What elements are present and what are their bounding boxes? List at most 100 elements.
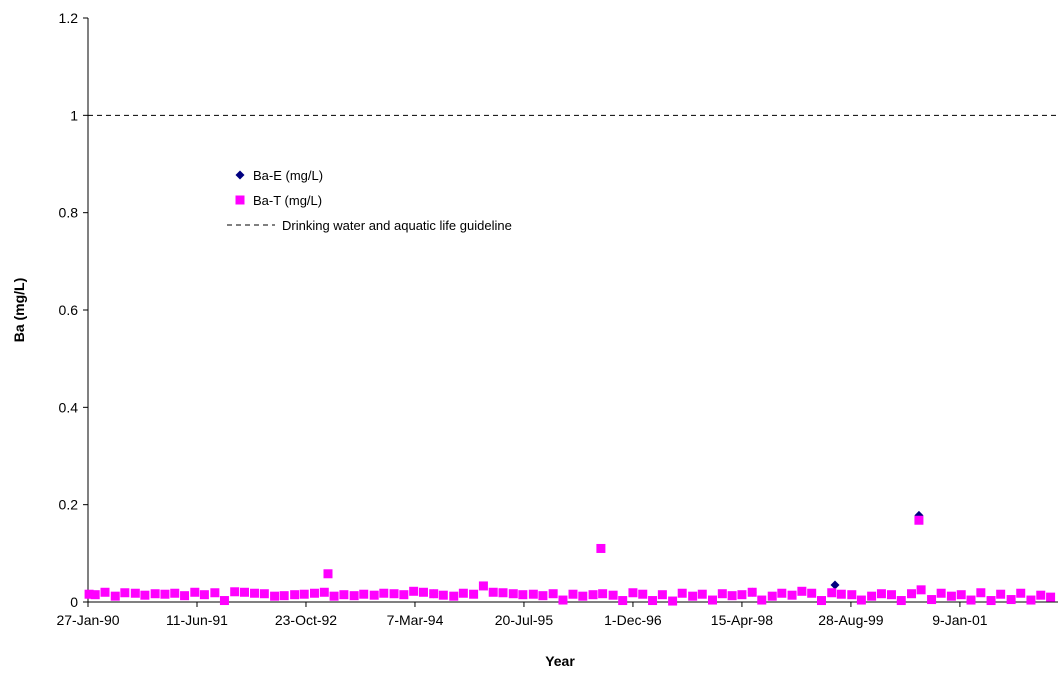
point xyxy=(309,588,319,598)
x-tick-label: 11-Jun-91 xyxy=(166,612,228,628)
point xyxy=(830,580,840,590)
point xyxy=(598,589,608,599)
point xyxy=(807,588,817,598)
point xyxy=(797,586,807,596)
point xyxy=(323,569,333,579)
x-axis-label: Year xyxy=(545,653,575,669)
point xyxy=(737,590,747,600)
point xyxy=(757,595,767,605)
x-tick-label: 7-Mar-94 xyxy=(387,612,444,628)
legend-label: Drinking water and aquatic life guidelin… xyxy=(282,218,512,233)
point xyxy=(508,589,518,599)
point xyxy=(767,591,777,601)
point xyxy=(916,585,926,595)
point xyxy=(876,589,886,599)
point xyxy=(469,589,479,599)
legend-marker xyxy=(235,195,245,205)
point xyxy=(1006,595,1016,605)
point xyxy=(319,587,329,597)
point xyxy=(478,581,488,591)
point xyxy=(717,589,727,599)
point xyxy=(449,591,459,601)
point xyxy=(538,591,548,601)
point xyxy=(668,596,678,606)
point xyxy=(907,589,917,599)
legend-label: Ba-E (mg/L) xyxy=(253,168,323,183)
point xyxy=(568,589,578,599)
point xyxy=(84,589,94,599)
y-tick-label: 0.4 xyxy=(59,399,79,415)
point xyxy=(250,588,260,598)
point xyxy=(657,590,667,600)
point xyxy=(578,591,588,601)
point xyxy=(279,591,289,601)
x-tick-label: 9-Jan-01 xyxy=(932,612,987,628)
point xyxy=(986,596,996,606)
point xyxy=(170,588,180,598)
point xyxy=(518,590,528,600)
y-tick-label: 1.2 xyxy=(59,10,79,26)
point xyxy=(379,588,389,598)
point xyxy=(329,591,339,601)
point xyxy=(418,587,428,597)
point xyxy=(349,591,359,601)
point xyxy=(1036,590,1046,600)
point xyxy=(299,589,309,599)
point xyxy=(914,515,924,525)
x-tick-label: 1-Dec-96 xyxy=(604,612,662,628)
point xyxy=(996,589,1006,599)
point xyxy=(150,589,160,599)
point xyxy=(648,596,658,606)
point xyxy=(847,590,857,600)
point xyxy=(438,590,448,600)
point xyxy=(827,588,837,598)
legend-marker xyxy=(235,170,245,180)
point xyxy=(727,591,737,601)
point xyxy=(110,591,120,601)
point xyxy=(180,591,190,601)
point xyxy=(240,587,250,597)
point xyxy=(458,588,468,598)
point xyxy=(1026,595,1036,605)
point xyxy=(638,589,648,599)
point xyxy=(747,587,757,597)
point xyxy=(777,588,787,598)
point xyxy=(1046,592,1056,602)
x-tick-label: 20-Jul-95 xyxy=(495,612,554,628)
point xyxy=(369,590,379,600)
point xyxy=(409,586,419,596)
point xyxy=(688,591,698,601)
point xyxy=(628,588,638,598)
point xyxy=(100,587,110,597)
point xyxy=(270,591,280,601)
point xyxy=(608,590,618,600)
point xyxy=(259,589,269,599)
point xyxy=(896,596,906,606)
point xyxy=(856,595,866,605)
legend-label: Ba-T (mg/L) xyxy=(253,193,322,208)
point xyxy=(90,590,100,600)
point xyxy=(199,590,209,600)
point xyxy=(558,595,568,605)
x-tick-label: 28-Aug-99 xyxy=(818,612,884,628)
y-tick-label: 0 xyxy=(70,594,78,610)
point xyxy=(976,588,986,598)
point xyxy=(618,596,628,606)
point xyxy=(548,589,558,599)
point xyxy=(966,595,976,605)
point xyxy=(359,589,369,599)
point xyxy=(498,588,508,598)
point xyxy=(708,595,718,605)
point xyxy=(429,589,439,599)
point xyxy=(399,590,409,600)
point xyxy=(160,589,170,599)
x-tick-label: 15-Apr-98 xyxy=(711,612,773,628)
point xyxy=(290,590,300,600)
y-tick-label: 1 xyxy=(70,107,78,123)
x-tick-label: 27-Jan-90 xyxy=(56,612,119,628)
point xyxy=(389,589,399,599)
x-tick-label: 23-Oct-92 xyxy=(275,612,337,628)
point xyxy=(120,588,130,598)
point xyxy=(867,591,877,601)
point xyxy=(787,590,797,600)
